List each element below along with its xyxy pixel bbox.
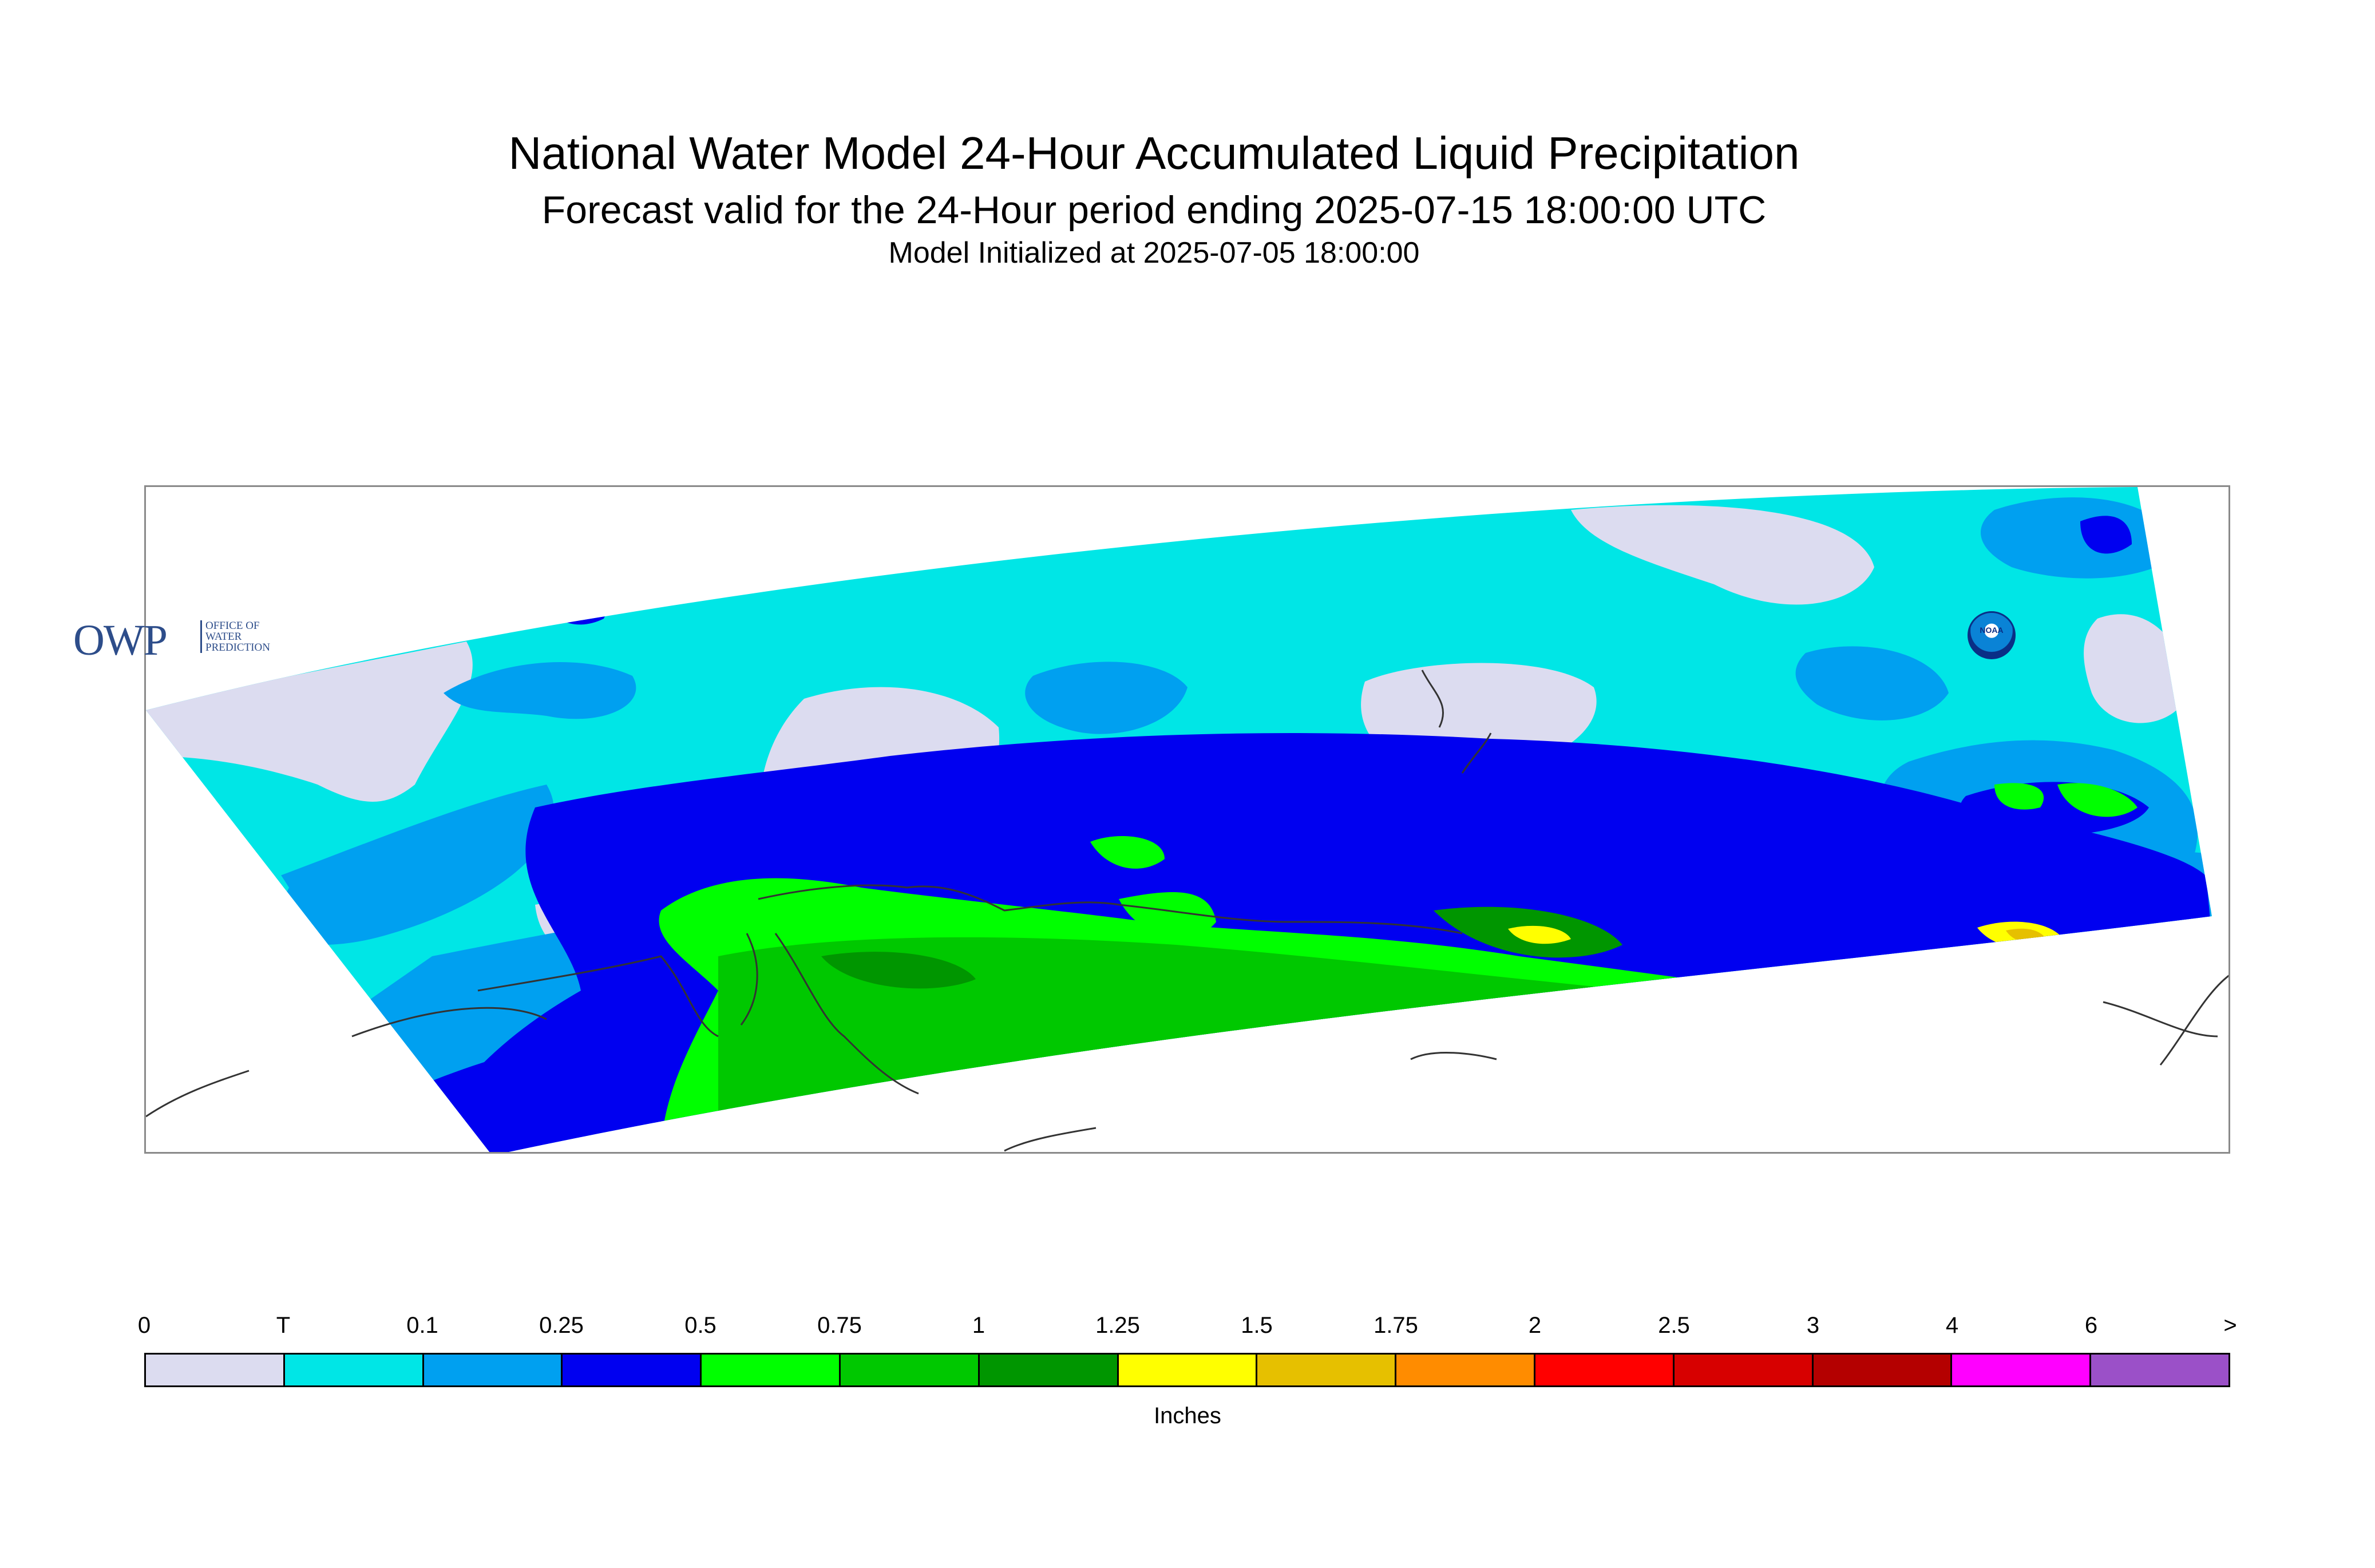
legend-tick-label: 1.5 xyxy=(1241,1313,1273,1338)
precipitation-map xyxy=(144,485,2230,1154)
owp-logo-mark: OWP xyxy=(73,616,168,664)
noaa-logo: NOAA xyxy=(1968,611,2016,659)
precipitation-map-svg xyxy=(146,487,2228,1152)
legend-tick-label: 6 xyxy=(2084,1313,2098,1338)
model-init-time: Model Initialized at 2025-07-05 18:00:00 xyxy=(888,236,1420,270)
legend-swatch xyxy=(284,1355,424,1385)
legend-swatch xyxy=(1674,1355,1814,1385)
map-subtitle: Forecast valid for the 24-Hour period en… xyxy=(541,188,1767,232)
precip-field xyxy=(146,487,2212,1152)
legend-swatch xyxy=(563,1355,702,1385)
legend-swatch xyxy=(146,1355,285,1385)
legend-tick-label: 0.25 xyxy=(539,1313,584,1338)
color-legend xyxy=(144,1353,2230,1387)
legend-tick-label: 0.1 xyxy=(406,1313,438,1338)
legend-swatch xyxy=(423,1355,563,1385)
legend-tick-label: > xyxy=(2223,1313,2237,1338)
legend-tick-label: 2.5 xyxy=(1658,1313,1690,1338)
legend-tick-label: 0 xyxy=(137,1313,151,1338)
legend-tick-label: 1.75 xyxy=(1373,1313,1418,1338)
legend-tick-label: 1.25 xyxy=(1095,1313,1140,1338)
legend-swatch xyxy=(1118,1355,1258,1385)
legend-swatch xyxy=(979,1355,1119,1385)
legend-swatch xyxy=(1813,1355,1953,1385)
legend-swatch xyxy=(1535,1355,1675,1385)
legend-tick-label: 0.5 xyxy=(684,1313,717,1338)
noaa-logo-text: NOAA xyxy=(1980,625,2004,635)
legend-swatch xyxy=(1952,1355,2092,1385)
legend-swatch xyxy=(1257,1355,1397,1385)
legend-swatch xyxy=(702,1355,841,1385)
legend-tick-label: 0.75 xyxy=(817,1313,862,1338)
legend-swatch xyxy=(1396,1355,1535,1385)
legend-swatch xyxy=(2091,1355,2228,1385)
owp-logo-text: OFFICE OF WATER PREDICTION xyxy=(200,620,291,653)
legend-tick-label: 2 xyxy=(1528,1313,1542,1338)
legend-tick-label: 3 xyxy=(1806,1313,1820,1338)
coastlines xyxy=(146,670,2228,1152)
legend-swatch xyxy=(840,1355,980,1385)
legend-units: Inches xyxy=(1154,1403,1221,1428)
legend-tick-label: T xyxy=(276,1313,291,1338)
legend-tick-label: 1 xyxy=(972,1313,985,1338)
map-title: National Water Model 24-Hour Accumulated… xyxy=(508,128,1800,179)
legend-tick-label: 4 xyxy=(1945,1313,1959,1338)
